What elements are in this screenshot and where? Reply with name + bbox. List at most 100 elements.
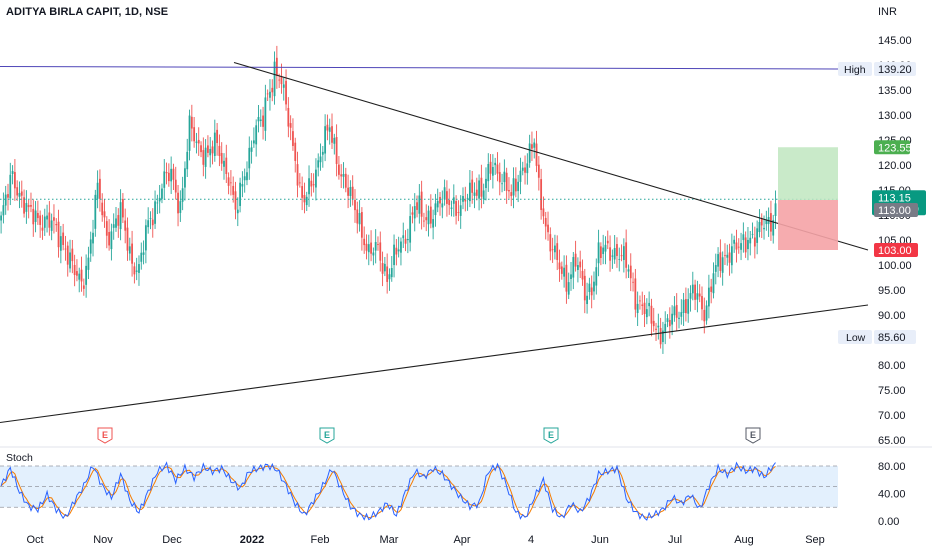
candle-body xyxy=(574,253,577,267)
candle xyxy=(344,167,347,193)
target-price-label: 123.55 xyxy=(878,142,912,154)
candle xyxy=(450,200,453,217)
candle xyxy=(503,159,506,191)
high-value-label: 139.20 xyxy=(878,64,912,76)
candle xyxy=(138,255,140,286)
candle-body xyxy=(252,140,255,144)
candle-body xyxy=(105,221,108,236)
candle-body xyxy=(717,254,719,267)
candle xyxy=(213,119,216,162)
candle-body xyxy=(436,200,439,208)
candle xyxy=(190,104,193,142)
candle-body xyxy=(579,261,582,268)
candle xyxy=(668,307,671,339)
lower-trendline xyxy=(0,304,869,424)
candle-body xyxy=(705,305,708,321)
candle-body xyxy=(409,216,412,243)
candle xyxy=(556,235,559,271)
entry-price-label: 113.00 xyxy=(878,205,911,217)
candle-body xyxy=(356,209,359,224)
candle-body xyxy=(386,266,389,282)
price-axis[interactable]: 145.00140.00135.00130.00125.00120.00115.… xyxy=(838,6,926,447)
time-axis[interactable]: Oct Nov Dec 2022 Feb Mar Apr 4 Jun Jul Aug Sep xyxy=(26,534,824,546)
candle xyxy=(18,181,21,209)
target-price-box xyxy=(874,140,910,155)
candle xyxy=(315,158,317,201)
candle xyxy=(510,184,513,207)
candle-body xyxy=(593,281,595,292)
candle xyxy=(108,219,111,251)
earnings-label: E xyxy=(102,430,108,440)
candle xyxy=(765,210,768,231)
candle-body xyxy=(689,293,692,299)
candle xyxy=(156,194,159,215)
candle-body xyxy=(328,127,331,132)
candle-body xyxy=(76,271,78,276)
candle xyxy=(406,228,409,254)
candle-body xyxy=(220,152,223,164)
candle xyxy=(740,232,742,261)
candle xyxy=(287,97,290,138)
candle xyxy=(36,200,39,225)
candle-body xyxy=(41,227,44,231)
candle xyxy=(20,180,23,208)
candle-body xyxy=(230,182,232,184)
candle-body xyxy=(645,309,648,318)
candle-body xyxy=(43,216,46,228)
candle-body xyxy=(475,189,478,196)
candle xyxy=(188,109,191,161)
candle xyxy=(119,189,122,241)
candle-body xyxy=(89,239,92,254)
candle-body xyxy=(335,137,338,164)
candle-body xyxy=(99,178,101,199)
candle xyxy=(131,230,133,277)
candle-body xyxy=(250,147,253,152)
candle xyxy=(613,235,616,264)
candle xyxy=(409,204,412,252)
candle-body xyxy=(770,213,772,232)
candle xyxy=(487,153,490,192)
candle xyxy=(675,293,678,331)
candle xyxy=(232,176,235,203)
candle xyxy=(50,213,53,241)
candle-body xyxy=(204,147,207,167)
candle-body xyxy=(163,171,166,188)
candle-body xyxy=(763,227,765,230)
upper-trendline xyxy=(233,61,869,251)
candle xyxy=(225,144,228,184)
candle xyxy=(423,212,425,228)
candle-body xyxy=(363,238,366,246)
candle xyxy=(425,204,428,232)
candle-body xyxy=(294,142,297,161)
candle xyxy=(140,242,143,270)
candle-body xyxy=(611,255,614,257)
candle-body xyxy=(144,225,147,251)
candle-body xyxy=(36,212,39,219)
candle xyxy=(572,251,575,290)
candle xyxy=(94,189,97,237)
candle xyxy=(411,206,414,224)
candle-body xyxy=(312,184,315,186)
earnings-badge xyxy=(543,427,559,444)
candle xyxy=(436,188,439,213)
candle-body xyxy=(742,234,745,241)
time-tick-label: Dec xyxy=(162,534,182,546)
candle xyxy=(356,201,359,234)
candle-body xyxy=(167,172,170,182)
candle xyxy=(719,239,722,278)
candle xyxy=(496,152,499,182)
candle-body xyxy=(772,219,775,236)
candle-body xyxy=(696,293,699,300)
candle-body xyxy=(468,182,471,202)
candle xyxy=(170,156,173,194)
candle xyxy=(662,321,664,354)
candle xyxy=(606,230,609,250)
candlestick-series xyxy=(0,45,777,354)
candle xyxy=(223,153,225,180)
time-tick-label: Aug xyxy=(734,534,754,546)
candle xyxy=(616,237,618,268)
candle xyxy=(728,243,731,276)
candle xyxy=(193,116,196,148)
